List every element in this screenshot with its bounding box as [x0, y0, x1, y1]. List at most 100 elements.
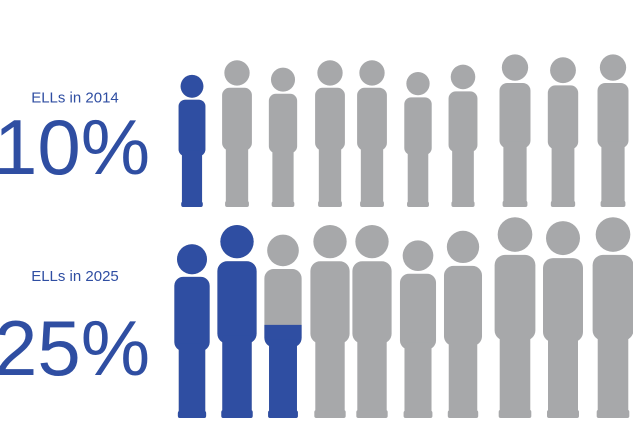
person-icon [404, 71, 432, 207]
person-icon [178, 74, 206, 207]
feet [596, 409, 630, 418]
head [224, 60, 250, 86]
torso [222, 87, 252, 151]
legs [499, 332, 531, 412]
head [446, 230, 480, 264]
person-icon [268, 67, 298, 207]
person-icon [494, 217, 536, 418]
feet [447, 410, 479, 418]
torso [547, 85, 579, 150]
torso [174, 276, 210, 351]
person-icon [217, 224, 257, 418]
torso [543, 258, 583, 343]
person-icon [315, 60, 345, 207]
feet [177, 410, 207, 418]
torso [592, 254, 633, 341]
torso [268, 93, 298, 154]
person-icon [174, 244, 210, 418]
feet [181, 201, 203, 207]
feet [600, 200, 626, 207]
head [313, 224, 347, 259]
head [599, 54, 627, 81]
person-icon [547, 57, 579, 207]
torso [448, 91, 478, 153]
head [546, 221, 580, 256]
legs [448, 338, 478, 413]
head [270, 67, 296, 92]
torso [404, 97, 432, 155]
legs [181, 150, 203, 203]
head [550, 57, 576, 84]
legs [315, 335, 345, 413]
filled-person [217, 224, 257, 418]
person-icon [352, 224, 392, 418]
feet [314, 410, 346, 418]
head [180, 74, 204, 98]
person-icon [357, 60, 387, 207]
legs [503, 141, 527, 203]
torso [494, 254, 536, 341]
value-label: 10% [0, 103, 150, 191]
person-icon [310, 224, 350, 418]
legs [269, 339, 297, 413]
torso [178, 99, 206, 157]
torso [310, 261, 350, 344]
person-icon [597, 54, 629, 207]
filled-person [174, 244, 210, 418]
legs [551, 143, 575, 203]
legs [404, 342, 432, 413]
head [317, 60, 343, 86]
feet [498, 409, 532, 418]
feet [225, 201, 249, 207]
legs [601, 141, 625, 203]
feet [547, 410, 579, 418]
head [450, 64, 476, 90]
feet [221, 410, 253, 418]
torso [352, 261, 392, 344]
feet [451, 201, 475, 207]
feet [356, 410, 388, 418]
torso [499, 83, 531, 149]
feet [271, 201, 295, 207]
person-icon [448, 64, 478, 207]
row-label: ELLs in 2014 [31, 90, 119, 107]
head [267, 234, 299, 267]
feet [550, 200, 576, 207]
head [177, 244, 207, 275]
person-icon [592, 217, 633, 418]
person-icon [222, 60, 252, 207]
torso [217, 261, 257, 344]
head [402, 240, 434, 272]
value-label: 25% [0, 304, 150, 392]
torso [315, 87, 345, 151]
row-label: ELLs in 2025 [31, 268, 119, 285]
legs [222, 335, 252, 413]
head [220, 224, 254, 259]
torso [443, 265, 483, 346]
filled-person [178, 74, 206, 207]
legs [178, 343, 206, 413]
torso [597, 83, 629, 149]
legs [407, 149, 429, 203]
filled-person [264, 324, 302, 418]
person-icon [543, 221, 583, 418]
head [359, 60, 385, 86]
legs [597, 332, 629, 412]
feet [407, 201, 429, 207]
legs [360, 144, 384, 203]
feet [502, 200, 528, 207]
person-icon [443, 230, 483, 418]
person-icon [399, 240, 437, 418]
head [497, 217, 533, 252]
legs [272, 147, 294, 203]
legs [548, 334, 578, 413]
head [501, 54, 529, 81]
feet [318, 201, 342, 207]
legs [318, 144, 342, 203]
legs [225, 144, 249, 203]
head [355, 224, 389, 259]
feet [268, 410, 298, 418]
head [595, 217, 631, 252]
